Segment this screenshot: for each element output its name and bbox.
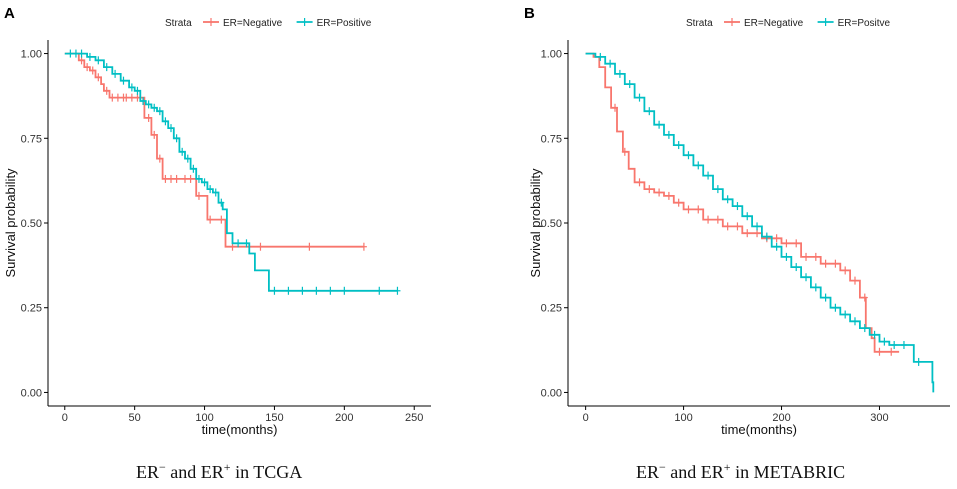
caption-a-suffix: in TCGA bbox=[230, 462, 303, 482]
survival-curve bbox=[64, 52, 364, 248]
caption-b-suffix: in METABRIC bbox=[730, 462, 846, 482]
legend-title: Strata bbox=[165, 18, 192, 29]
survival-curve bbox=[64, 52, 398, 292]
caption-b-sup1: − bbox=[659, 460, 666, 474]
y-tick-label: 0.00 bbox=[21, 387, 42, 399]
y-tick-label: 0.25 bbox=[541, 303, 562, 315]
x-tick-label: 200 bbox=[772, 412, 790, 424]
legend-label-positive: ER=Positive bbox=[317, 18, 372, 29]
series-positive bbox=[64, 49, 401, 295]
y-tick-label: 0.50 bbox=[541, 218, 562, 230]
panel-a: A Strata ER=Negative ER=Positive 0 50 100 150 20… bbox=[3, 5, 431, 437]
caption-a-prefix: ER bbox=[136, 462, 160, 482]
legend-a: Strata ER=Negative ER=Positive bbox=[165, 18, 372, 29]
x-tick-label: 0 bbox=[583, 412, 589, 424]
series-negative bbox=[64, 52, 367, 251]
y-tick-label: 0.25 bbox=[21, 303, 42, 315]
x-axis-title: time(months) bbox=[721, 422, 797, 437]
y-axis-title: Survival probability bbox=[3, 168, 18, 278]
caption-a-mid: and ER bbox=[165, 462, 224, 482]
y-tick-label: 1.00 bbox=[21, 49, 42, 61]
x-tick-label: 150 bbox=[265, 412, 283, 424]
panel-b: BStrataER=NegativeER=Positve010020030040… bbox=[524, 5, 950, 437]
x-tick-label: 100 bbox=[674, 412, 692, 424]
series-positive bbox=[585, 52, 935, 393]
x-tick-label: 0 bbox=[62, 412, 68, 424]
legend-label-negative: ER=Negative bbox=[744, 18, 804, 29]
x-tick-label: 50 bbox=[129, 412, 141, 424]
y-tick-label: 0.00 bbox=[541, 387, 562, 399]
x-tick-label: 300 bbox=[870, 412, 888, 424]
y-tick-label: 0.50 bbox=[21, 218, 42, 230]
survival-curve bbox=[585, 52, 900, 353]
y-tick-label: 0.75 bbox=[541, 133, 562, 145]
y-tick-label: 0.75 bbox=[21, 133, 42, 145]
caption-a-sup1: − bbox=[159, 460, 166, 474]
legend-label-positive: ER=Positve bbox=[838, 18, 891, 29]
x-tick-label: 200 bbox=[335, 412, 353, 424]
survival-curve bbox=[585, 52, 935, 393]
y-axis-title: Survival probability bbox=[528, 168, 543, 278]
y-tick-label: 1.00 bbox=[541, 49, 562, 61]
caption-b-mid: and ER bbox=[665, 462, 724, 482]
series-negative bbox=[585, 52, 900, 356]
legend-title: Strata bbox=[686, 18, 713, 29]
x-tick-label: 100 bbox=[195, 412, 213, 424]
x-axis-title: time(months) bbox=[202, 422, 278, 437]
x-tick-label: 250 bbox=[405, 412, 423, 424]
caption-panel-a: ER− and ER+ in TCGA bbox=[136, 460, 302, 483]
caption-panel-b: ER− and ER+ in METABRIC bbox=[636, 460, 845, 483]
legend-b: Strata ER=Negative ER=Positve bbox=[686, 18, 891, 29]
panel-label-b: B bbox=[524, 5, 535, 22]
legend-label-negative: ER=Negative bbox=[223, 18, 283, 29]
panel-label-a: A bbox=[4, 5, 15, 22]
caption-a-sup2: + bbox=[223, 460, 231, 474]
caption-b-sup2: + bbox=[723, 460, 731, 474]
caption-b-prefix: ER bbox=[636, 462, 660, 482]
